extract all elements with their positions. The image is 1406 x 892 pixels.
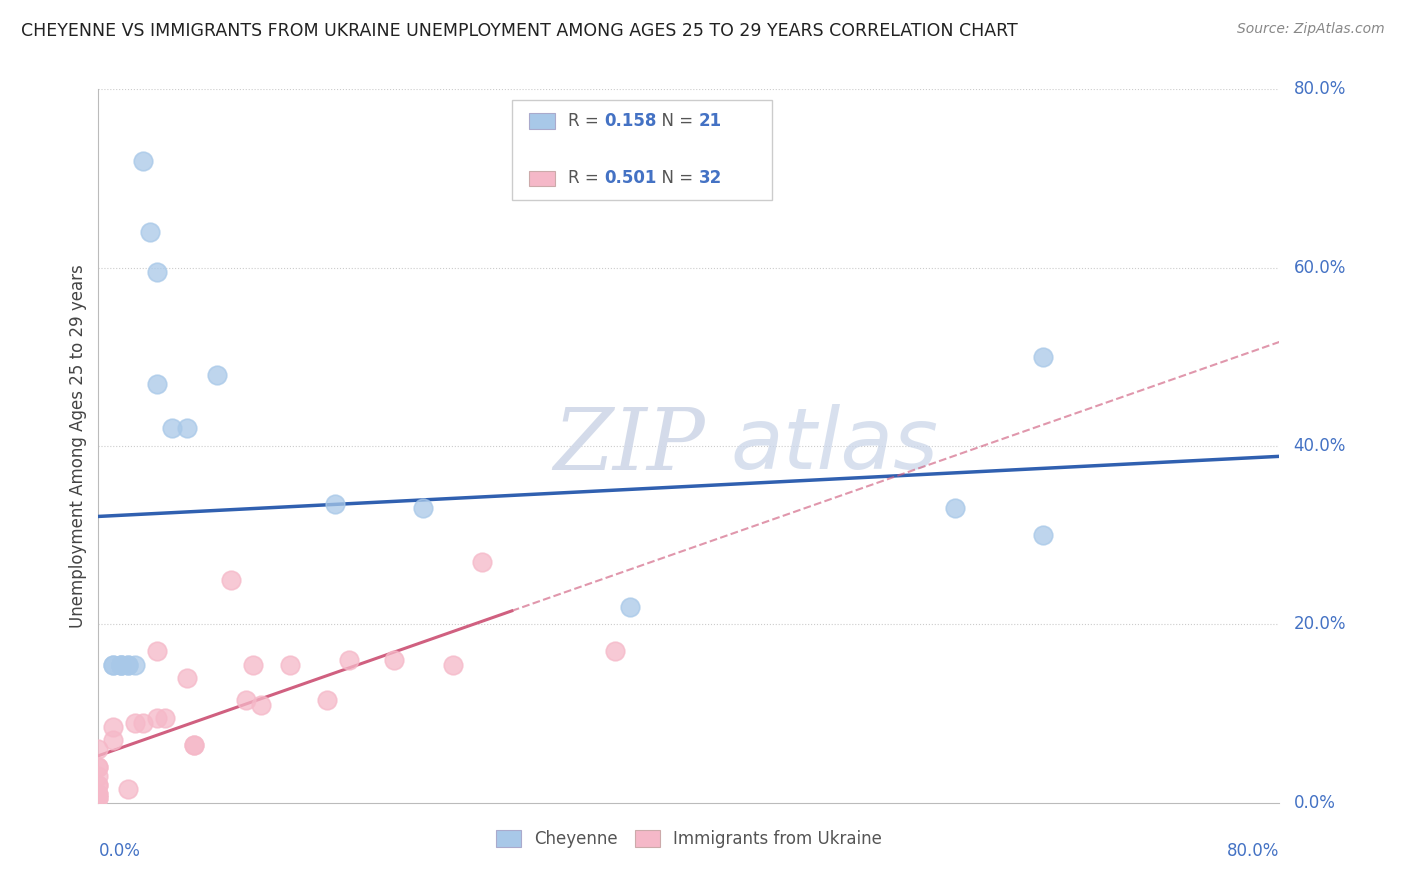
Point	[87, 760, 110, 774]
Point	[146, 376, 169, 391]
FancyBboxPatch shape	[530, 170, 555, 186]
Point	[235, 693, 257, 707]
Point	[1032, 350, 1054, 364]
FancyBboxPatch shape	[530, 113, 555, 129]
Text: Source: ZipAtlas.com: Source: ZipAtlas.com	[1237, 22, 1385, 37]
Text: 80.0%: 80.0%	[1227, 842, 1279, 860]
Point	[103, 657, 125, 672]
Point	[183, 738, 205, 752]
Text: 32: 32	[699, 169, 721, 187]
FancyBboxPatch shape	[512, 100, 772, 200]
Point	[382, 653, 405, 667]
Point	[339, 653, 361, 667]
Point	[250, 698, 273, 712]
Text: CHEYENNE VS IMMIGRANTS FROM UKRAINE UNEMPLOYMENT AMONG AGES 25 TO 29 YEARS CORRE: CHEYENNE VS IMMIGRANTS FROM UKRAINE UNEM…	[21, 22, 1018, 40]
Point	[205, 368, 228, 382]
Text: 0.0%: 0.0%	[98, 842, 141, 860]
Point	[117, 782, 139, 797]
Point	[87, 769, 110, 783]
Text: N =: N =	[651, 112, 699, 130]
Point	[132, 153, 155, 168]
Point	[221, 573, 243, 587]
Point	[943, 501, 966, 516]
Point	[103, 657, 125, 672]
Point	[87, 791, 110, 805]
Text: 0.0%: 0.0%	[1294, 794, 1336, 812]
Point	[117, 657, 139, 672]
Point	[87, 742, 110, 756]
Text: 80.0%: 80.0%	[1294, 80, 1346, 98]
Point	[183, 738, 205, 752]
Point	[162, 421, 183, 435]
Point	[117, 657, 139, 672]
Point	[124, 657, 146, 672]
Point	[176, 671, 198, 685]
Point	[87, 791, 110, 805]
Point	[242, 657, 264, 672]
Point	[471, 555, 494, 569]
Point	[87, 760, 110, 774]
Text: ZIP: ZIP	[553, 405, 704, 487]
Point	[1032, 528, 1054, 542]
Point	[146, 711, 169, 725]
Text: N =: N =	[651, 169, 699, 187]
Point	[153, 711, 176, 725]
Text: 0.158: 0.158	[605, 112, 657, 130]
Point	[132, 715, 155, 730]
Point	[316, 693, 339, 707]
Point	[146, 265, 169, 279]
Text: R =: R =	[568, 112, 605, 130]
Point	[176, 421, 198, 435]
Legend: Cheyenne, Immigrants from Ukraine: Cheyenne, Immigrants from Ukraine	[489, 823, 889, 855]
Point	[87, 778, 110, 792]
Point	[124, 715, 146, 730]
Point	[280, 657, 302, 672]
Point	[103, 733, 125, 747]
Point	[87, 778, 110, 792]
Y-axis label: Unemployment Among Ages 25 to 29 years: Unemployment Among Ages 25 to 29 years	[69, 264, 87, 628]
Point	[110, 657, 132, 672]
Point	[441, 657, 464, 672]
Text: 20.0%: 20.0%	[1294, 615, 1346, 633]
Text: 40.0%: 40.0%	[1294, 437, 1346, 455]
Point	[139, 225, 162, 239]
Point	[87, 787, 110, 801]
Text: R =: R =	[568, 169, 605, 187]
Text: 21: 21	[699, 112, 721, 130]
Point	[619, 599, 641, 614]
Point	[605, 644, 627, 658]
Point	[103, 720, 125, 734]
Point	[146, 644, 169, 658]
Point	[110, 657, 132, 672]
Text: 0.501: 0.501	[605, 169, 657, 187]
Point	[412, 501, 434, 516]
Text: atlas: atlas	[730, 404, 938, 488]
Point	[87, 787, 110, 801]
Text: 60.0%: 60.0%	[1294, 259, 1346, 277]
Point	[110, 657, 132, 672]
Point	[323, 497, 346, 511]
